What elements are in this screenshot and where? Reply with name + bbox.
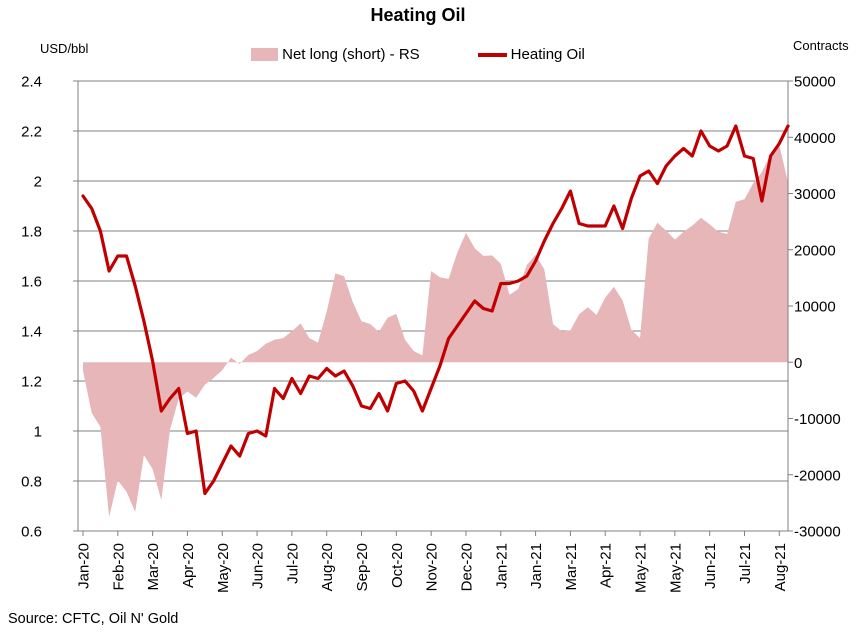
left-tick-label: 0.8 — [21, 474, 42, 491]
x-tick-label: Jun-21 — [702, 543, 719, 589]
x-tick-label: Jan-20 — [76, 543, 93, 589]
x-tick-label: Feb-20 — [110, 543, 127, 591]
right-tick-label: -10000 — [794, 411, 841, 428]
net-long-area — [83, 145, 788, 517]
legend: Net long (short) - RS Heating Oil — [78, 46, 758, 63]
left-tick-label: 2 — [34, 174, 42, 191]
right-tick-label: -20000 — [794, 467, 841, 484]
right-tick-label: -30000 — [794, 524, 841, 541]
x-tick-label: Apr-20 — [180, 543, 197, 588]
right-axis-unit-label: Contracts — [793, 38, 849, 53]
x-tick-label: Mar-20 — [145, 543, 162, 591]
right-tick-label: 50000 — [794, 74, 836, 91]
left-tick-label: 1 — [34, 424, 42, 441]
left-tick-label: 2.2 — [21, 124, 42, 141]
x-tick-label: May-20 — [215, 543, 232, 593]
x-tick-label: May-21 — [667, 543, 684, 593]
right-tick-label: 40000 — [794, 130, 836, 147]
source-note: Source: CFTC, Oil N' Gold — [8, 611, 179, 627]
heating-oil-line — [81, 124, 790, 496]
right-tick-label: 0 — [794, 355, 802, 372]
left-tick-label: 1.4 — [21, 324, 42, 341]
x-tick-label: Jan-21 — [493, 543, 510, 589]
x-tick-label: Sep-20 — [354, 543, 371, 591]
line-swatch-icon — [477, 52, 507, 57]
left-tick-label: 1.2 — [21, 374, 42, 391]
left-axis-unit-label: USD/bbl — [40, 41, 89, 56]
legend-item-net-long: Net long (short) - RS — [251, 46, 420, 63]
x-tick-label: May-21 — [633, 543, 650, 593]
x-tick-label: Jul-21 — [737, 543, 754, 584]
x-tick-label: Jun-20 — [250, 543, 267, 589]
x-tick-label: Apr-21 — [598, 543, 615, 588]
x-tick-label: Jan-21 — [528, 543, 545, 589]
right-tick-label: 10000 — [794, 299, 836, 316]
legend-label-heating-oil: Heating Oil — [510, 46, 585, 63]
x-tick-label: Jul-20 — [284, 543, 301, 584]
right-tick-label: 20000 — [794, 242, 836, 259]
x-tick-label: Mar-21 — [563, 543, 580, 591]
legend-item-heating-oil: Heating Oil — [477, 46, 585, 63]
legend-label-net-long: Net long (short) - RS — [282, 46, 420, 63]
x-tick-label: Aug-21 — [772, 543, 789, 591]
right-tick-label: 30000 — [794, 186, 836, 203]
left-tick-label: 1.8 — [21, 224, 42, 241]
chart-title: Heating Oil — [370, 5, 466, 25]
left-tick-label: 0.6 — [21, 524, 42, 541]
left-tick-label: 2.4 — [21, 74, 42, 91]
left-tick-label: 1.6 — [21, 274, 42, 291]
x-tick-label: Dec-20 — [458, 543, 475, 591]
x-tick-label: Nov-20 — [424, 543, 441, 591]
area-swatch-icon — [251, 48, 279, 61]
x-tick-label: Oct-20 — [389, 543, 406, 588]
x-tick-label: Aug-20 — [319, 543, 336, 591]
